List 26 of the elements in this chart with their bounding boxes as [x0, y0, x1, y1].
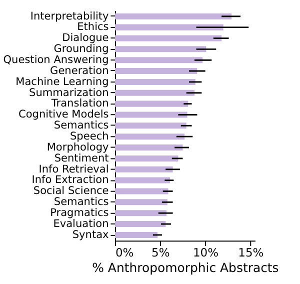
y-tick-label: Translation [50, 98, 109, 110]
y-tick-label: Sentiment [54, 152, 109, 164]
y-tick-label: Morphology [46, 141, 109, 154]
x-tick-label: 10% [192, 245, 219, 260]
x-axis-title: % Anthropomorphic Abstracts [92, 260, 279, 275]
y-tick-label: Dialogue [62, 32, 109, 44]
y-tick-label: Cognitive Models [18, 108, 109, 121]
y-tick-label: Generation [50, 64, 109, 77]
y-tick-label: Semantics [54, 120, 109, 132]
x-tick-label: 5% [152, 245, 170, 260]
x-tick-label: 15% [238, 245, 264, 260]
y-tick-label: Interpretability [30, 10, 109, 22]
y-tick-label: Grounding [54, 43, 109, 56]
y-tick-label: Info Extraction [32, 174, 109, 186]
y-tick-label: Question Answering [3, 54, 109, 66]
y-tick-label: Syntax [72, 228, 109, 241]
y-tick-label: Info Retrieval [38, 163, 109, 176]
x-tick-label: 0% [115, 245, 134, 260]
y-tick-label: Social Science [33, 185, 109, 198]
y-tick-label: Evaluation [53, 218, 109, 230]
y-tick-label: Ethics [77, 21, 109, 34]
y-tick-label: Speech [70, 130, 109, 142]
y-tick-label: Summarization [29, 86, 109, 99]
y-tick-label: Pragmatics [50, 206, 109, 219]
y-tick-label: Semantics [54, 196, 109, 208]
y-tick-label: Machine Learning [16, 76, 109, 88]
